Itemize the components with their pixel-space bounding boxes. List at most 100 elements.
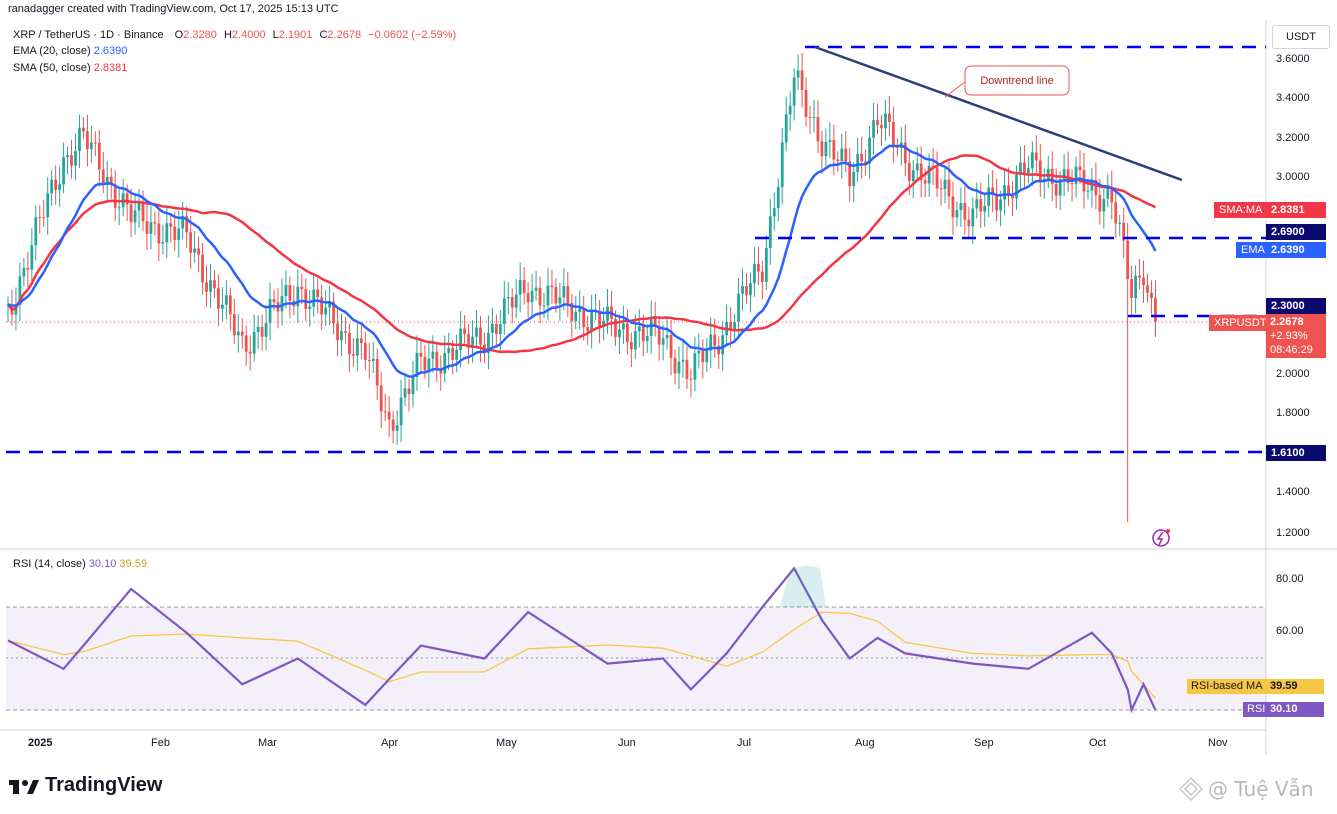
candle-body [463,328,466,334]
xtick-may: May [496,737,517,749]
candle-body [105,176,109,185]
low-value: 2.1901 [278,29,313,41]
sma-tag-value: 2.8381 [1266,202,1326,218]
symbol-legend[interactable]: XRP / TetherUS · 1D · Binance O2.3280 H2… [13,29,456,41]
candle-body [97,142,101,170]
flash-icon [1152,529,1170,547]
currency-label[interactable]: USDT [1272,25,1330,49]
candle-body [693,353,697,380]
xtick-sep: Sep [974,737,994,749]
candle-body [411,377,415,395]
candle-body [649,317,653,336]
candle-body [919,163,923,181]
candle-body [1019,162,1022,175]
candle-body [26,268,30,270]
candle-body [975,199,979,209]
candle-body [574,312,578,321]
xtick-jun: Jun [618,737,636,749]
candle-body [625,323,629,343]
candle-body [570,302,574,321]
candle-body [419,352,423,357]
candle-body [471,336,474,348]
sma-line [7,154,1157,354]
candle-body [749,283,752,296]
candle-body [288,285,292,301]
candle-body [133,210,137,223]
candle-body [506,297,510,299]
candle-body [737,293,740,323]
candle-body [455,349,459,360]
candle-body [633,331,637,350]
candle-body [240,331,244,336]
candle-body [562,286,566,298]
rsi-ma-line [7,611,1156,699]
candle-body [308,306,312,309]
candle-body [475,327,478,337]
candle-body [832,140,836,160]
candle-body [101,169,105,185]
candle-body [451,347,455,360]
candle-body [494,323,498,334]
flash-bolt [1156,531,1164,546]
xtick-oct: Oct [1089,737,1107,749]
candle-body [800,70,804,90]
candle-body [185,215,189,233]
candle-body [558,297,562,304]
candle-body [348,332,351,355]
rsi-label: RSI (14, close) [13,558,86,570]
candle-body [907,163,911,181]
ytick-1.4: 1.4000 [1276,486,1310,498]
candle-body [435,351,439,370]
candles [6,52,1157,523]
candle-body [1023,162,1026,174]
candle-body [264,322,268,337]
symbol-tag-price: 2.2678 [1270,316,1304,328]
candle-body [673,357,677,374]
ytick-2.0: 2.0000 [1276,368,1310,380]
sma-legend[interactable]: SMA (50, close) 2.8381 [13,62,127,74]
candle-body [709,334,713,351]
candle-body [538,287,542,306]
candle-body [268,299,272,323]
candle-body [157,223,161,244]
rsi-tag-value: 30.10 [1266,702,1324,717]
candle-body [93,142,97,144]
level-tag-1.61: 1.6100 [1266,445,1326,461]
candle-body [641,326,645,342]
candle-body [598,310,601,327]
candle-body [371,358,375,361]
close-value: 2.2678 [327,29,362,41]
rsi-tick-60: 60.00 [1276,625,1304,637]
candle-body [947,179,951,197]
symbol-tag-block: 2.2678 +2.93% 08:46:29 [1266,314,1326,358]
candle-body [137,201,141,211]
candle-body [181,215,185,229]
candle-body [252,332,256,354]
candle-body [880,124,883,129]
candle-body [1030,152,1034,169]
candle-body [498,324,502,334]
candle-body [173,226,177,240]
ema-legend[interactable]: EMA (20, close) 2.6390 [13,45,127,57]
ytick-3.4: 3.4000 [1276,92,1310,104]
candle-body [403,388,407,398]
rsi-legend[interactable]: RSI (14, close) 30.10 39.59 [13,558,147,570]
candle-body [82,127,85,132]
candle-body [34,217,38,246]
candle-body [193,248,196,253]
candle-body [1154,298,1157,322]
candle-body [618,329,621,338]
candle-body [169,223,173,227]
candle-body [602,320,605,327]
ema-tag-value: 2.6390 [1266,242,1326,258]
rsi-tick-80: 80.00 [1276,573,1304,585]
tv-logo-icon [9,779,39,794]
candle-body [1066,169,1070,184]
candle-body [903,142,907,164]
candle-body [824,141,828,157]
candle-body [669,335,673,358]
candle-body [967,219,971,227]
candle-body [18,276,22,306]
tradingview-logo[interactable]: TradingView [9,774,162,797]
